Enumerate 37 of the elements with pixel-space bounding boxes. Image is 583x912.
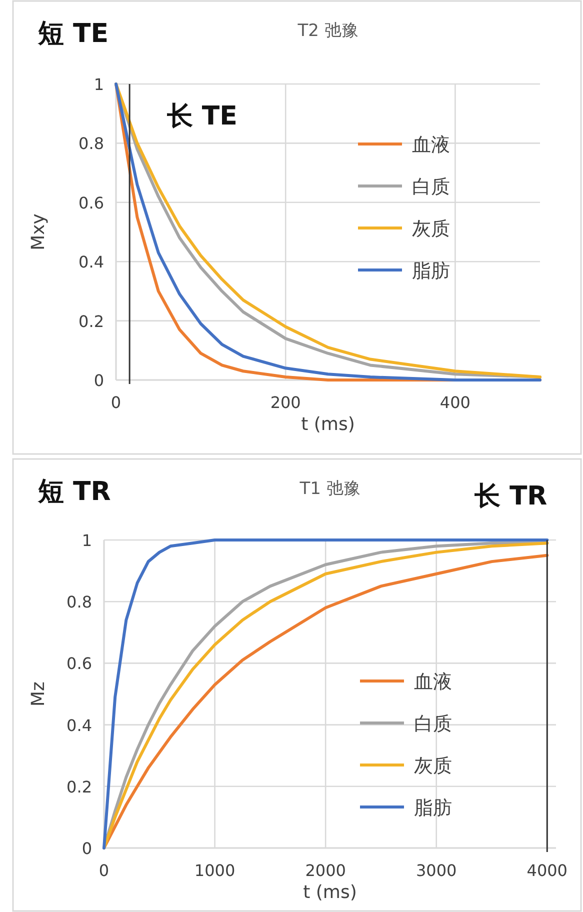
y-tick-label: 0 <box>82 839 92 858</box>
x-tick-label: 200 <box>270 393 301 412</box>
x-tick-label: 3000 <box>416 861 457 880</box>
x-tick-label: 1000 <box>194 861 236 880</box>
x-axis-title: t (ms) <box>303 882 357 903</box>
legend-label: 血液 <box>412 134 450 156</box>
legend-label: 脂肪 <box>412 260 450 282</box>
annotation: 长 TE <box>166 102 238 132</box>
y-tick-label: 1 <box>94 75 104 94</box>
x-axis-title: t (ms) <box>301 414 355 435</box>
legend-label: 灰质 <box>412 218 450 240</box>
y-tick-label: 0.4 <box>78 252 104 272</box>
chart-title: T2 弛豫 <box>296 21 358 41</box>
text: 长 TR <box>473 482 548 512</box>
legend-label: 灰质 <box>414 755 452 777</box>
y-tick-label: 0.4 <box>66 716 92 735</box>
legend-label: 血液 <box>414 671 452 693</box>
y-tick-label: 0.2 <box>78 312 104 331</box>
y-tick-label: 0.8 <box>78 134 104 154</box>
y-tick-label: 0.2 <box>66 777 92 796</box>
y-tick-label: 0.6 <box>66 654 92 674</box>
y-axis-title: Mxy <box>28 213 49 250</box>
x-tick-label: 400 <box>440 393 470 412</box>
y-tick-label: 0.8 <box>66 592 92 612</box>
y-tick-label: 0.6 <box>78 193 104 212</box>
x-tick-label: 0 <box>110 393 122 412</box>
chart-title: T1 弛豫 <box>298 479 360 499</box>
y-axis-title: Mz <box>28 682 49 706</box>
x-tick-label: 2000 <box>305 861 346 880</box>
x-tick-label: 4000 <box>526 861 568 880</box>
legend-label: 白质 <box>412 176 450 198</box>
y-tick-label: 0 <box>94 371 104 390</box>
y-tick-label: 1 <box>82 531 92 550</box>
legend-label: 白质 <box>414 713 452 735</box>
text: 短 TE <box>37 19 109 49</box>
text: 短 TR <box>37 477 111 507</box>
legend-label: 脂肪 <box>414 797 452 819</box>
